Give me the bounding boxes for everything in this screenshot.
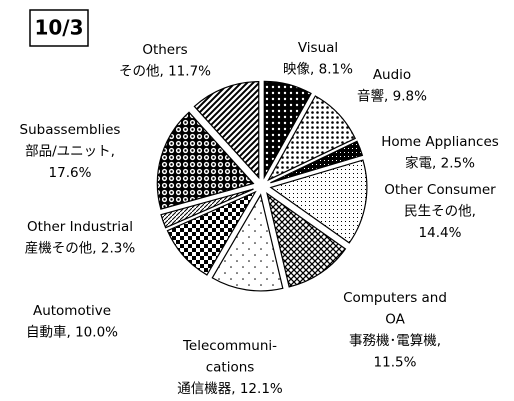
title-box — [29, 9, 89, 47]
slice-label: Home Appliances — [381, 134, 499, 150]
slice-label: cations — [206, 360, 255, 376]
slice-label: 事務機･電算機, — [349, 333, 441, 349]
slice-label: OA — [385, 312, 405, 328]
slice-label: Visual — [298, 40, 338, 56]
slice-label: 音響, 9.8% — [357, 88, 427, 105]
slice-label: 14.4% — [419, 225, 462, 241]
slice-label: Audio — [373, 67, 411, 83]
pie-slice — [266, 192, 347, 288]
slice-label: 映像, 8.1% — [283, 62, 353, 78]
slice-label: 11.5% — [374, 355, 417, 371]
slice-label: 民生その他, — [404, 204, 476, 220]
pie-slice — [211, 193, 284, 292]
slice-label: その他, 11.7% — [119, 64, 211, 80]
slice-label: 家電, 2.5% — [405, 155, 475, 172]
slice-label: Computers and — [343, 290, 447, 306]
slice-label: Other Consumer — [384, 182, 496, 198]
pie-slice — [166, 190, 257, 276]
slice-label: 自動車, 10.0% — [26, 325, 118, 341]
slice-label: Other Industrial — [27, 219, 133, 235]
slice-label: Telecommuni- — [182, 338, 277, 354]
pie-slice — [269, 159, 368, 244]
slice-label: Others — [142, 42, 187, 58]
chart-title: 10/3 — [34, 16, 83, 40]
pie-slice — [156, 111, 255, 210]
pie-slice — [267, 95, 356, 182]
slice-label: 産機その他, 2.3% — [25, 241, 136, 257]
slice-label: 部品/ユニット, — [25, 144, 115, 160]
slice-label: Subassemblies — [20, 122, 121, 138]
pie-slice — [193, 81, 260, 180]
pie-slice — [160, 188, 254, 229]
slice-label: Automotive — [33, 303, 111, 319]
slice-label: 通信機器, 12.1% — [177, 381, 283, 397]
pie-slice — [270, 140, 364, 184]
pie-slice — [263, 80, 312, 180]
slice-label: 17.6% — [49, 165, 92, 181]
